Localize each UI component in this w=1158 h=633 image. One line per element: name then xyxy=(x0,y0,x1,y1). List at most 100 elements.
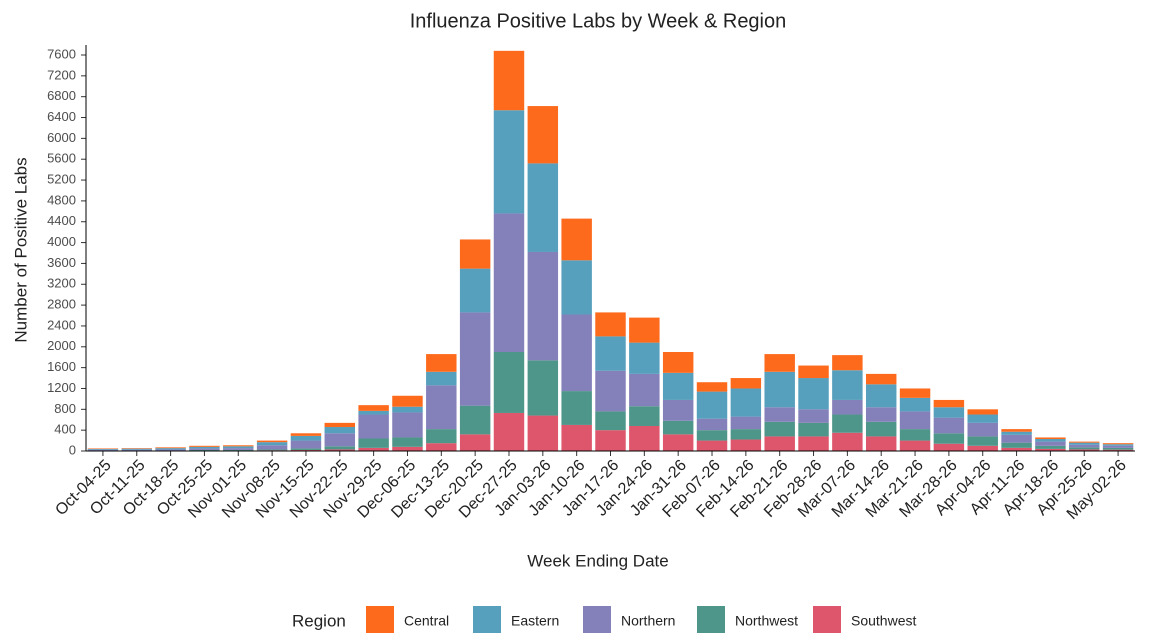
bar-segment xyxy=(493,352,525,413)
bar-segment xyxy=(1001,442,1032,448)
legend-swatch xyxy=(813,606,841,633)
bar-segment xyxy=(967,445,998,451)
bar-segment xyxy=(798,378,829,410)
bar-segment xyxy=(1102,444,1134,446)
y-tick-label: 1600 xyxy=(47,359,76,374)
bar-segment xyxy=(764,371,795,408)
bar-segment xyxy=(865,421,897,437)
y-tick-label: 1200 xyxy=(47,380,76,395)
bar-segment xyxy=(865,373,897,385)
bar-segment xyxy=(527,106,559,164)
bar-segment xyxy=(696,391,728,419)
bar-segment xyxy=(324,446,356,450)
bar-segment xyxy=(1001,434,1032,443)
bar-segment xyxy=(764,436,795,451)
bar-segment xyxy=(595,336,626,371)
bar-segment xyxy=(730,388,762,417)
bar-segment xyxy=(1001,447,1032,451)
bar-segment xyxy=(1035,445,1066,449)
legend-swatch xyxy=(697,606,725,633)
y-tick-label: 6000 xyxy=(47,130,76,145)
bar-segment xyxy=(662,399,694,421)
y-tick-label: 5200 xyxy=(47,171,76,186)
bar-segment xyxy=(358,410,389,415)
y-tick-label: 2800 xyxy=(47,297,76,312)
bar-segment xyxy=(189,449,220,451)
bar-segment xyxy=(324,427,356,434)
bar-segment xyxy=(392,395,423,407)
bar-segment xyxy=(967,422,998,437)
bar-segment xyxy=(324,433,356,447)
bar-segment xyxy=(459,434,491,451)
bar-segment xyxy=(629,425,660,451)
bar-segment xyxy=(832,432,863,451)
bar-segment xyxy=(865,407,897,422)
bar-segment xyxy=(696,418,728,431)
bar-segment xyxy=(459,268,491,313)
legend-title: Region xyxy=(292,611,346,630)
bar-segment xyxy=(561,391,592,425)
bar-segment xyxy=(865,436,897,451)
bar-segment xyxy=(899,429,931,441)
y-tick-label: 800 xyxy=(54,401,76,416)
bar-segment xyxy=(426,385,457,430)
bar-segment xyxy=(1001,431,1032,435)
bar-segment xyxy=(358,405,389,411)
bar-segment xyxy=(1069,444,1100,448)
legend-label: Eastern xyxy=(511,613,559,629)
y-tick-label: 0 xyxy=(69,442,76,457)
x-axis-label: Week Ending Date xyxy=(527,551,668,570)
bar-segment xyxy=(121,449,152,451)
bar-segment xyxy=(561,314,592,392)
bar-segment xyxy=(392,437,423,447)
bar-segment xyxy=(189,446,220,449)
bar-segment xyxy=(662,372,694,400)
bar-segment xyxy=(392,406,423,413)
bar-segment xyxy=(764,407,795,422)
legend-label: Southwest xyxy=(851,613,916,629)
bar-segment xyxy=(1035,437,1066,440)
bar-segment xyxy=(662,420,694,435)
bar-segment xyxy=(87,449,119,451)
bar-segment xyxy=(223,445,254,447)
bar-segment xyxy=(256,449,288,451)
y-axis-label: Number of Positive Labs xyxy=(11,157,30,342)
bar-segment xyxy=(899,388,931,398)
bar-segment xyxy=(493,50,525,111)
bar-segment xyxy=(189,445,220,447)
bar-segment xyxy=(256,442,288,446)
bar-segment xyxy=(290,448,322,450)
y-tick-label: 4800 xyxy=(47,192,76,207)
bar-segment xyxy=(290,449,322,451)
y-tick-label: 5600 xyxy=(47,151,76,166)
legend-label: Northwest xyxy=(735,613,798,629)
bar-segment xyxy=(730,378,762,389)
bar-segment xyxy=(798,436,829,451)
bar-segment xyxy=(1001,429,1032,432)
bar-segment xyxy=(426,443,457,451)
bar-segment xyxy=(629,342,660,374)
bar-segment xyxy=(561,424,592,451)
bar-segment xyxy=(256,440,288,443)
bar-segment xyxy=(527,163,559,252)
bar-segment xyxy=(1102,443,1134,445)
bar-segment xyxy=(832,414,863,433)
bar-segment xyxy=(459,405,491,435)
bar-segment xyxy=(358,447,389,451)
bar-segment xyxy=(358,414,389,439)
bar-segment xyxy=(764,421,795,437)
bar-segment xyxy=(493,213,525,352)
bar-segment xyxy=(155,447,186,449)
bar-segment xyxy=(459,239,491,269)
bar-segment xyxy=(933,407,965,418)
bar-segment xyxy=(933,433,965,444)
bar-segment xyxy=(527,360,559,416)
y-tick-label: 4400 xyxy=(47,213,76,228)
bar-segment xyxy=(1069,442,1100,445)
chart-title: Influenza Positive Labs by Week & Region xyxy=(410,10,787,32)
bar-segment xyxy=(662,434,694,451)
bar-segment xyxy=(290,440,322,449)
bar-segment xyxy=(595,370,626,412)
bar-segment xyxy=(1069,441,1100,443)
y-tick-label: 6400 xyxy=(47,109,76,124)
